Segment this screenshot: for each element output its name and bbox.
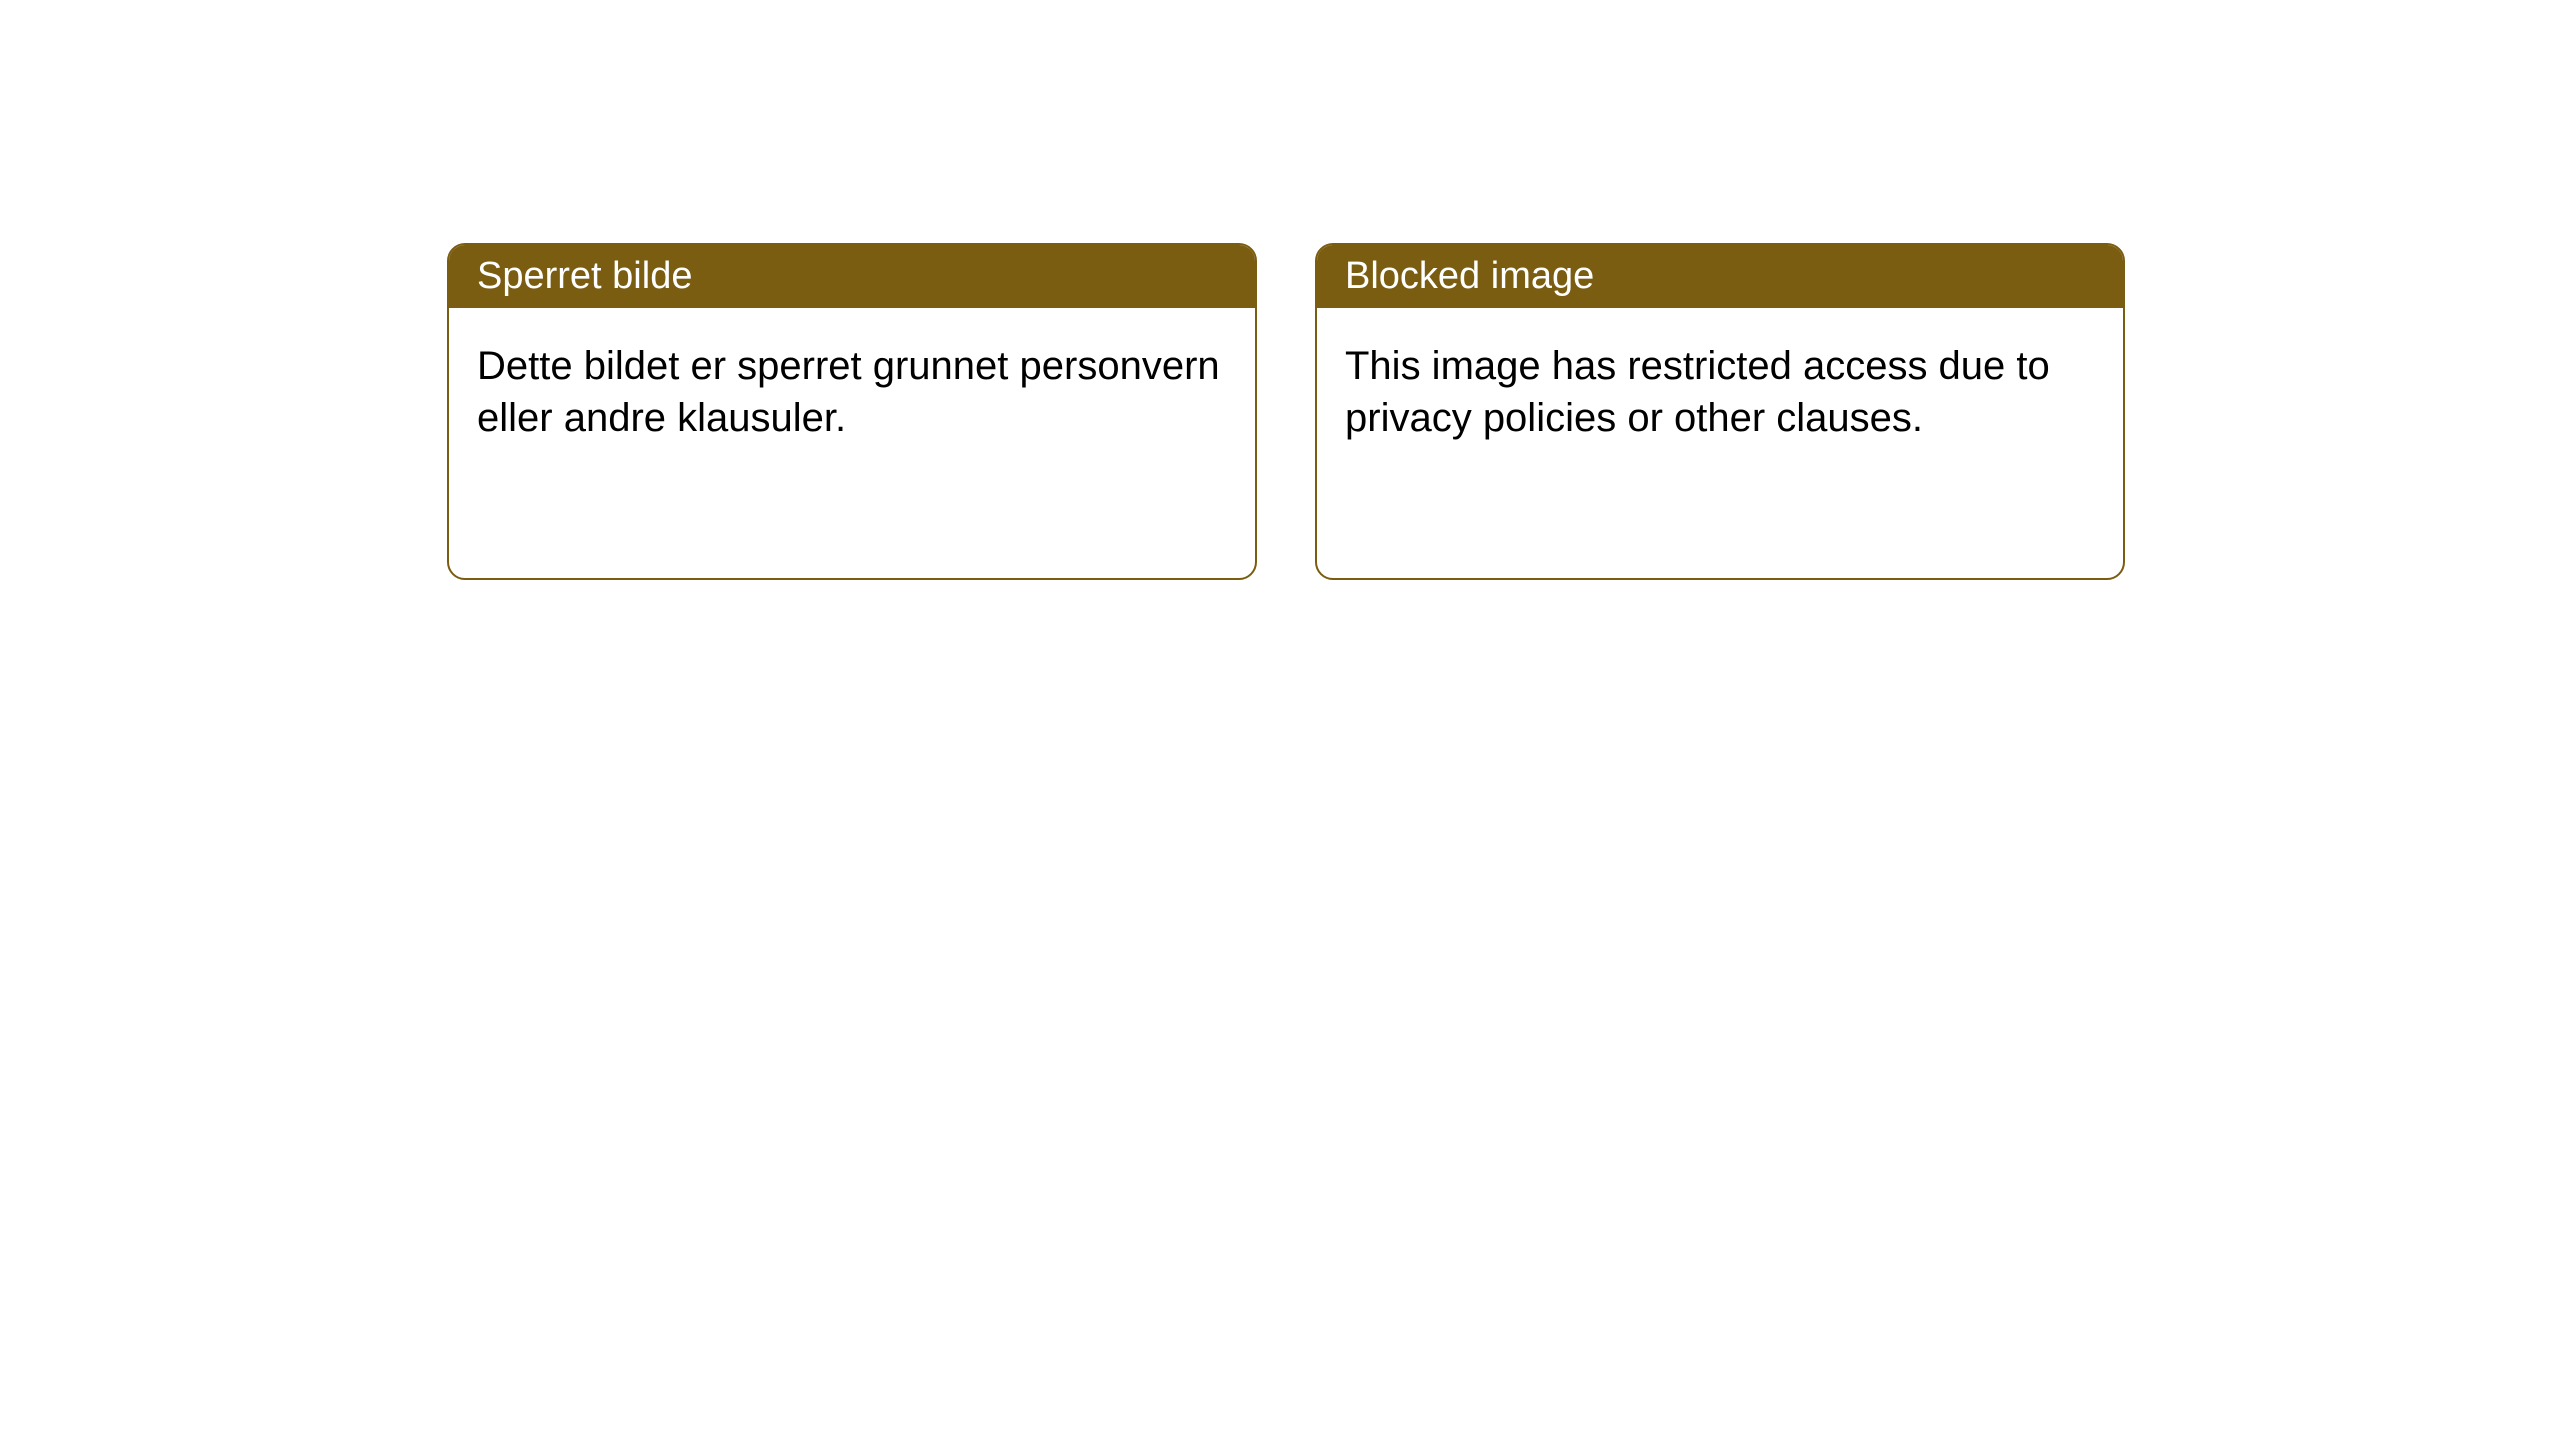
notice-text: Dette bildet er sperret grunnet personve…: [477, 344, 1220, 440]
notice-text: This image has restricted access due to …: [1345, 344, 2050, 440]
notice-title: Blocked image: [1345, 255, 1594, 297]
notice-header: Sperret bilde: [449, 245, 1255, 308]
notice-body: This image has restricted access due to …: [1317, 308, 2123, 476]
notice-title: Sperret bilde: [477, 255, 692, 297]
notice-box-english: Blocked image This image has restricted …: [1315, 243, 2125, 580]
notice-body: Dette bildet er sperret grunnet personve…: [449, 308, 1255, 476]
notice-container: Sperret bilde Dette bildet er sperret gr…: [0, 0, 2560, 580]
notice-box-norwegian: Sperret bilde Dette bildet er sperret gr…: [447, 243, 1257, 580]
notice-header: Blocked image: [1317, 245, 2123, 308]
